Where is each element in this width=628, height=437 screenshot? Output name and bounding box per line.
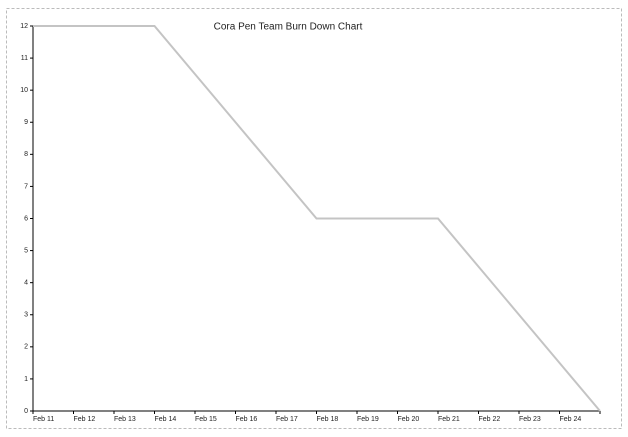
chart-border <box>6 8 622 429</box>
x-tick-label: Feb 12 <box>74 416 96 423</box>
x-tick-label: Feb 21 <box>438 416 460 423</box>
y-tick-label: 0 <box>24 408 28 415</box>
y-tick-label: 9 <box>24 119 28 126</box>
y-tick-label: 1 <box>24 376 28 383</box>
y-tick-label: 4 <box>24 280 28 287</box>
y-tick-label: 12 <box>20 23 28 30</box>
y-tick-label: 6 <box>24 215 28 222</box>
y-tick-label: 7 <box>24 183 28 190</box>
y-tick-label: 3 <box>24 312 28 319</box>
x-tick-label: Feb 24 <box>560 416 582 423</box>
x-tick-label: Feb 20 <box>398 416 420 423</box>
burn-down-line <box>33 25 601 412</box>
x-tick-label: Feb 17 <box>276 416 298 423</box>
x-tick-label: Feb 18 <box>317 416 339 423</box>
x-tick-label: Feb 11 <box>33 416 54 423</box>
y-tick-label: 8 <box>24 151 28 158</box>
x-tick-label: Feb 23 <box>519 416 541 423</box>
chart-title: Cora Pen Team Burn Down Chart <box>214 22 363 33</box>
y-tick-label: 10 <box>20 87 28 94</box>
y-tick-label: 5 <box>24 247 28 254</box>
x-tick-label: Feb 22 <box>479 416 501 423</box>
x-tick-label: Feb 16 <box>236 416 258 423</box>
x-tick-label: Feb 19 <box>357 416 379 423</box>
x-tick-label: Feb 13 <box>114 416 136 423</box>
x-tick-label: Feb 14 <box>155 416 177 423</box>
x-tick-label: Feb 15 <box>195 416 217 423</box>
y-tick-label: 2 <box>24 344 28 351</box>
y-tick-label: 11 <box>21 55 28 62</box>
